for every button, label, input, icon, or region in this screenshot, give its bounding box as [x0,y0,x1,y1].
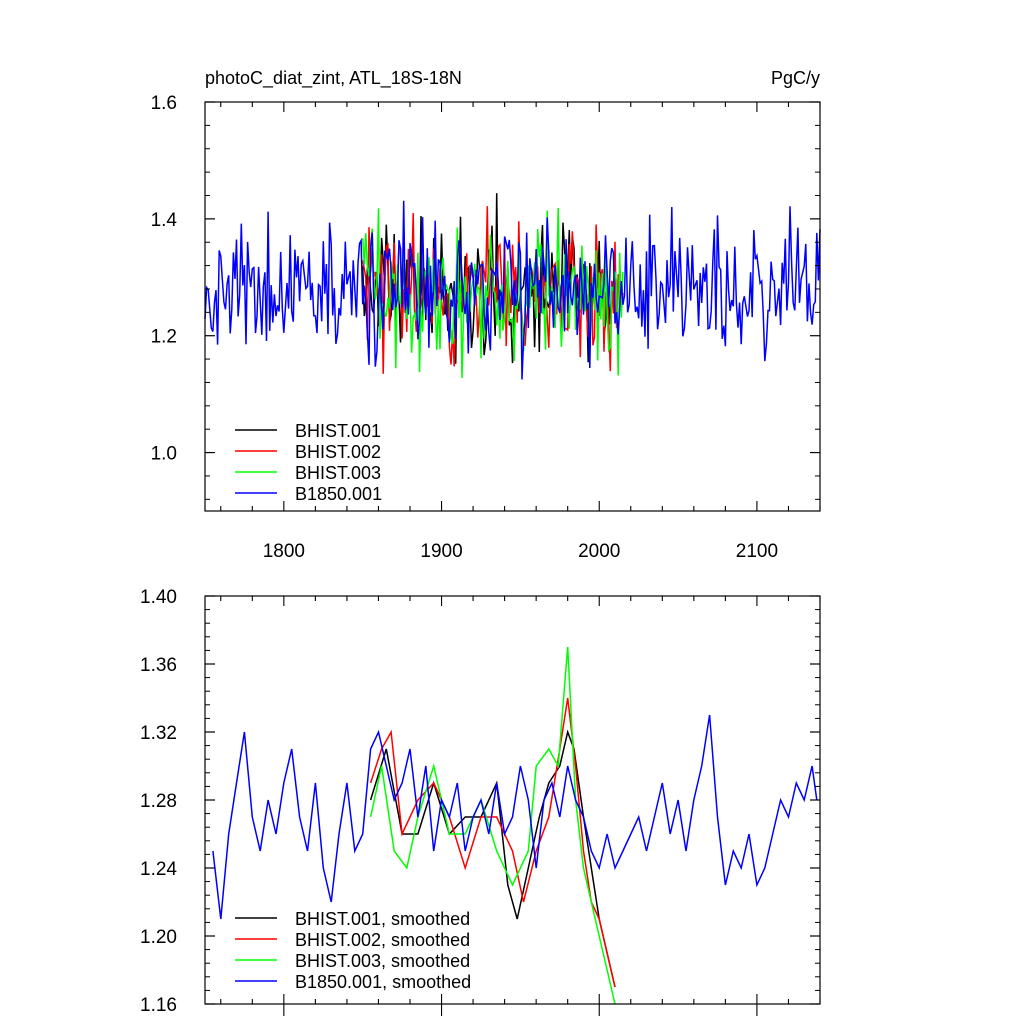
legend-item: BHIST.002 [235,442,381,462]
legend-label: BHIST.003, smoothed [295,951,470,971]
legend-item: BHIST.002, smoothed [235,930,470,950]
legend-label: BHIST.002 [295,442,381,462]
series-line-bottom-0 [369,729,616,988]
y-tick-label: 1.0 [151,444,177,465]
series-line-bottom-2 [369,646,616,1005]
x-tick-label: 1900 [420,541,462,562]
x-tick-label: 1800 [263,541,305,562]
top-panel-units: PgC/y [771,68,820,88]
bottom-panel-series [212,646,818,1005]
legend-item: BHIST.001, smoothed [235,909,470,929]
legend-label: B1850.001, smoothed [295,972,471,992]
top-panel-title: photoC_diat_zint, ATL_18S-18N [205,68,462,89]
top-panel-ticks: 1.0 1.2 1.4 1.6 1800 1900 2000 2100 [151,93,821,562]
y-tick-label: 1.16 [140,995,177,1016]
legend-item: B1850.001 [235,484,382,504]
series-line-bottom-1 [369,697,616,988]
y-tick-label: 1.40 [140,587,177,608]
y-tick-label: 1.32 [140,723,177,744]
legend-item: BHIST.003, smoothed [235,951,470,971]
y-tick-label: 1.36 [140,655,177,676]
legend-label: BHIST.001, smoothed [295,909,470,929]
legend-label: BHIST.003 [295,463,381,483]
x-tick-label: 2000 [578,541,620,562]
legend-item: B1850.001, smoothed [235,972,471,992]
y-tick-label: 1.6 [151,93,177,114]
y-tick-label: 1.24 [140,859,177,880]
top-panel-frame [204,101,821,512]
x-tick-label: 2100 [736,541,778,562]
legend-item: BHIST.003 [235,463,381,483]
bottom-panel-ticks: 1.16 1.20 1.24 1.28 1.32 1.36 1.40 [140,587,821,1016]
legend-label: B1850.001 [295,484,382,504]
legend-label: BHIST.002, smoothed [295,930,470,950]
y-tick-label: 1.28 [140,791,177,812]
series-line-top-3 [204,200,821,380]
top-panel: photoC_diat_zint, ATL_18S-18N PgC/y 1.01… [151,68,821,562]
y-tick-label: 1.2 [151,327,177,348]
y-tick-label: 1.4 [151,210,178,231]
series-line-bottom-3 [212,714,818,920]
y-tick-label: 1.20 [140,927,177,948]
legend-item: BHIST.001 [235,421,381,441]
bottom-panel: 1.16 1.20 1.24 1.28 1.32 1.36 1.40 BHIST.001, … [140,587,821,1016]
legend-label: BHIST.001 [295,421,381,441]
top-panel-series [204,193,821,380]
